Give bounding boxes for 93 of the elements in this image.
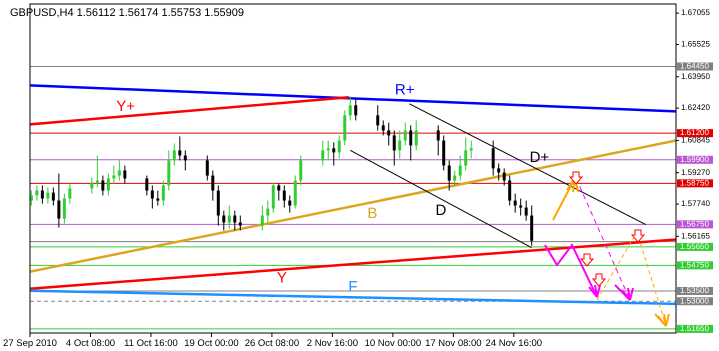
candlestick bbox=[338, 134, 341, 160]
series-label: D bbox=[436, 202, 447, 220]
candlestick bbox=[211, 170, 214, 202]
candlestick bbox=[35, 184, 38, 202]
candlestick bbox=[519, 198, 522, 216]
candlestick bbox=[448, 160, 451, 192]
candlestick bbox=[398, 130, 402, 160]
x-tick-label: 26 Oct 08:00 bbox=[244, 338, 300, 349]
candlestick bbox=[492, 140, 495, 176]
candlestick bbox=[282, 184, 286, 208]
candlestick bbox=[156, 190, 160, 206]
candlestick bbox=[106, 173, 110, 196]
candlestick bbox=[145, 175, 148, 196]
candlestick bbox=[288, 194, 292, 214]
candlestick bbox=[348, 96, 352, 121]
series-label: B bbox=[367, 205, 378, 222]
y-tick-label: 1.63950 bbox=[681, 72, 710, 81]
candlestick bbox=[62, 193, 66, 224]
ref-line-label: 1.56750 bbox=[680, 219, 710, 228]
ref-line-label: 1.51650 bbox=[680, 324, 710, 334]
candlestick bbox=[112, 165, 116, 184]
candlestick bbox=[277, 183, 280, 202]
series-label: R+ bbox=[394, 81, 415, 98]
x-tick-label: 17 Nov 08:00 bbox=[425, 338, 482, 349]
candlestick bbox=[96, 154, 99, 188]
x-tick-label: 10 Nov 00:00 bbox=[364, 338, 422, 349]
candlestick bbox=[150, 184, 154, 210]
candlestick bbox=[453, 170, 456, 186]
candlestick bbox=[321, 140, 324, 166]
candlestick bbox=[206, 154, 209, 181]
candlestick bbox=[222, 210, 226, 232]
candlestick bbox=[260, 205, 264, 232]
y-tick-label: 1.67055 bbox=[681, 8, 710, 18]
candlestick bbox=[184, 150, 187, 171]
x-tick-label: 24 Nov 16:00 bbox=[486, 338, 542, 349]
candlestick bbox=[299, 154, 302, 186]
candlestick bbox=[178, 136, 182, 161]
y-tick-label: 1.62420 bbox=[681, 103, 710, 112]
ref-line-label: 1.64450 bbox=[680, 62, 710, 71]
candlestick bbox=[118, 160, 121, 181]
candlestick bbox=[497, 162, 500, 181]
ref-line-label: 1.53500 bbox=[680, 286, 710, 296]
candlestick bbox=[46, 186, 50, 204]
candlestick bbox=[514, 193, 517, 214]
candlestick bbox=[123, 165, 126, 184]
candlestick bbox=[332, 142, 336, 166]
candlestick bbox=[382, 120, 385, 136]
ref-line-label: 1.55650 bbox=[680, 242, 710, 252]
candlestick bbox=[392, 130, 396, 166]
candlestick bbox=[68, 183, 72, 204]
y-tick-label: 1.65525 bbox=[681, 40, 710, 49]
candlestick bbox=[238, 215, 242, 232]
candlestick bbox=[404, 122, 407, 146]
candlestick bbox=[233, 210, 236, 232]
candlestick bbox=[414, 120, 418, 151]
candlestick bbox=[387, 122, 390, 146]
ref-line-label: 1.54750 bbox=[680, 260, 710, 270]
ref-line-label: 1.59900 bbox=[680, 154, 710, 164]
candlestick bbox=[172, 142, 176, 166]
candlestick bbox=[508, 175, 512, 206]
candlestick bbox=[354, 98, 358, 121]
candlestick bbox=[376, 104, 380, 131]
series-label: Y bbox=[276, 270, 287, 287]
x-tick-label: 2 Nov 16:00 bbox=[306, 338, 358, 349]
y-tick-label: 1.60845 bbox=[681, 136, 710, 145]
ref-line-label: 1.53000 bbox=[680, 296, 710, 306]
ref-line-label: 1.61200 bbox=[680, 128, 710, 138]
candlestick bbox=[436, 124, 440, 156]
x-tick-label: 11 Oct 16:00 bbox=[124, 338, 178, 349]
x-tick-label: 4 Oct 08:00 bbox=[66, 338, 116, 349]
series-label: Y+ bbox=[116, 98, 136, 116]
candlestick bbox=[464, 136, 468, 171]
y-tick-label: 1.59270 bbox=[681, 168, 710, 177]
y-tick-label: 1.56165 bbox=[681, 231, 710, 240]
x-tick-label: 27 Sep 2010 bbox=[3, 338, 57, 349]
candlestick bbox=[272, 182, 275, 214]
candlestick bbox=[409, 124, 412, 161]
candlestick bbox=[470, 140, 473, 160]
candlestick bbox=[524, 200, 528, 222]
candlestick bbox=[40, 184, 44, 204]
candlestick bbox=[57, 173, 60, 228]
x-tick-label: 19 Oct 00:00 bbox=[184, 338, 239, 349]
y-tick-label: 1.57740 bbox=[681, 199, 710, 208]
candlestick bbox=[502, 168, 506, 186]
candlestick bbox=[228, 205, 231, 230]
candlestick bbox=[458, 154, 462, 181]
ref-line-label: 1.58750 bbox=[680, 178, 710, 188]
candlestick bbox=[162, 180, 165, 206]
candlestick bbox=[101, 175, 104, 196]
candlestick bbox=[52, 186, 55, 206]
candlestick bbox=[326, 140, 330, 161]
candlestick bbox=[266, 200, 270, 224]
candlestick bbox=[90, 176, 94, 194]
